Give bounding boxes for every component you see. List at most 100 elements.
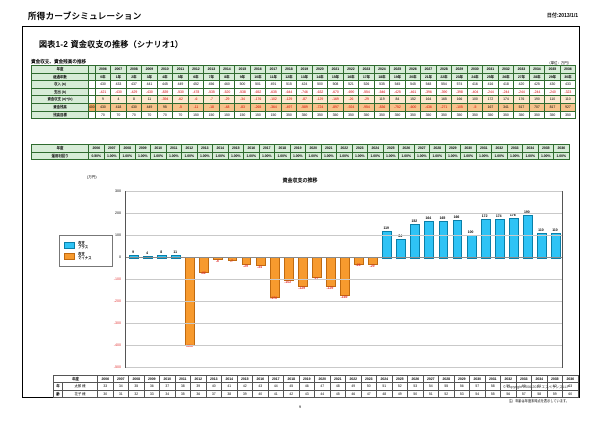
unit-note: （単位：万円） xyxy=(547,61,571,65)
table-cell: 545 xyxy=(389,80,406,89)
table-cell: 50 xyxy=(407,389,424,399)
table-cell: 172 xyxy=(482,95,499,104)
table-cell: 500 xyxy=(234,80,251,89)
table-cell: 56 xyxy=(453,382,470,391)
table-cell: 2009 xyxy=(141,65,158,74)
table-cell: 5年 xyxy=(172,72,189,82)
chart-bar[interactable] xyxy=(508,218,519,259)
bar-value-label: -26 xyxy=(355,263,361,268)
chart-bar[interactable] xyxy=(438,220,449,259)
table-cell: 350 xyxy=(435,110,453,120)
table-cell: 418 xyxy=(110,102,127,112)
table-cell: 18年 xyxy=(373,72,391,82)
table-cell: -11 xyxy=(187,102,205,112)
chart-bar[interactable] xyxy=(340,257,350,297)
chart-bar[interactable] xyxy=(325,257,336,288)
chart-bar[interactable] xyxy=(466,235,477,259)
table-cell: 2017 xyxy=(265,65,282,74)
table-row: 年度 2006 2007 2008 2009 2010 2011 2012 2013 2014 20… xyxy=(53,374,579,384)
table-cell: 452 xyxy=(187,80,205,89)
table-row: 残高目標 70 70 70 70 70 70 150 150 150 150 150 150 350 350… xyxy=(31,110,577,120)
row-label: 資金残高 xyxy=(31,102,89,112)
chart-bar[interactable] xyxy=(410,223,421,259)
row-initial xyxy=(88,80,96,89)
table-cell: 150 xyxy=(218,110,236,120)
chart-bar[interactable] xyxy=(452,220,463,259)
table-cell: -34 xyxy=(234,95,251,104)
table-cell: 2013 xyxy=(205,374,222,384)
legend-label-plus: 収支 プラス xyxy=(78,241,89,249)
table-cell: -690 xyxy=(342,87,360,97)
table-cell: 12年 xyxy=(280,72,298,82)
chart-bar[interactable] xyxy=(396,238,407,259)
table-cell: 2021 xyxy=(329,374,346,384)
bar-value-label: 8 xyxy=(160,250,163,255)
chart-bar[interactable] xyxy=(382,230,393,259)
chart-bar[interactable] xyxy=(480,219,491,259)
table-cell: 2024 xyxy=(373,65,391,74)
bar-value-label: 176 xyxy=(509,213,516,218)
table-cell: 2015 xyxy=(236,374,253,384)
table-cell: 10年 xyxy=(249,72,267,82)
table-cell: 24年 xyxy=(466,72,484,82)
table-cell: 167 xyxy=(482,102,499,112)
table-cell: 57 xyxy=(515,389,532,399)
table-cell: 2022 xyxy=(345,374,362,384)
chart-bar[interactable] xyxy=(283,257,294,282)
table-cell: 456 xyxy=(203,80,220,89)
table-cell: -7 xyxy=(203,95,220,104)
table-cell: 350 xyxy=(373,110,391,120)
table-cell: -364 xyxy=(265,102,282,112)
table-cell: 100 xyxy=(466,95,484,104)
table-cell: 166 xyxy=(451,95,468,104)
table-cell: -169 xyxy=(327,95,344,104)
table-cell: 70 xyxy=(94,110,112,120)
table-cell: 26年 xyxy=(497,72,515,82)
table-cell: 430 xyxy=(544,80,561,89)
table-cell: -396 xyxy=(420,87,437,97)
table-cell: 1.00% xyxy=(351,151,368,161)
bar-value-label: -87 xyxy=(313,276,319,281)
table-cell: -954 xyxy=(358,102,375,112)
chart-bar[interactable] xyxy=(536,232,547,259)
table-cell: 425 xyxy=(528,80,546,89)
table-cell: -83 xyxy=(234,102,251,112)
table-cell: 526 xyxy=(358,80,375,89)
chart-bar[interactable] xyxy=(311,257,322,279)
chart-unit-label: (万円) xyxy=(87,175,97,179)
table-cell: 2008 xyxy=(119,144,136,153)
age-note: 注）年齢は年度末時点を表示しています。 xyxy=(508,399,569,403)
table-cell: 350 xyxy=(513,110,530,120)
table-cell: 2027 xyxy=(422,374,439,384)
chart-bar[interactable] xyxy=(269,257,280,298)
table-cell: 70 xyxy=(125,110,143,120)
table-cell: 16年 xyxy=(342,72,360,82)
table-cell: 2009 xyxy=(143,374,160,384)
y-axis-tick: -100 xyxy=(113,277,121,281)
chart-bar[interactable] xyxy=(551,232,561,259)
table-cell: 40 xyxy=(205,382,222,391)
chart-bar[interactable] xyxy=(494,218,505,259)
table-cell: 44 xyxy=(314,389,331,399)
table-cell: 110 xyxy=(559,95,577,104)
chart-bar[interactable] xyxy=(297,257,308,288)
table-cell: -497 xyxy=(280,102,298,112)
legend-item-minus[interactable]: 収支 マイナス xyxy=(64,252,110,260)
table-cell: 48 xyxy=(376,389,393,399)
table-cell: 49 xyxy=(345,382,362,391)
table-cell: 14年 xyxy=(311,72,329,82)
chart-bar[interactable] xyxy=(522,215,533,259)
table-cell: 38 xyxy=(174,382,191,391)
table-cell: 1.00% xyxy=(227,151,244,161)
bar-value-label: -129 xyxy=(298,285,306,290)
chart-bar[interactable] xyxy=(171,254,182,259)
table-cell: 2034 xyxy=(522,144,539,153)
age-group-label: 年 xyxy=(53,382,63,391)
table-cell: 517 xyxy=(513,102,530,112)
legend-item-plus[interactable]: 収支 プラス xyxy=(64,241,110,249)
chart-bar[interactable] xyxy=(424,220,435,259)
table-cell: 150 xyxy=(265,110,282,120)
table-cell: -244 xyxy=(482,87,499,97)
chart-legend: 収支 プラス 収支 マイナス xyxy=(59,235,113,267)
table-cell: 70 xyxy=(141,110,158,120)
